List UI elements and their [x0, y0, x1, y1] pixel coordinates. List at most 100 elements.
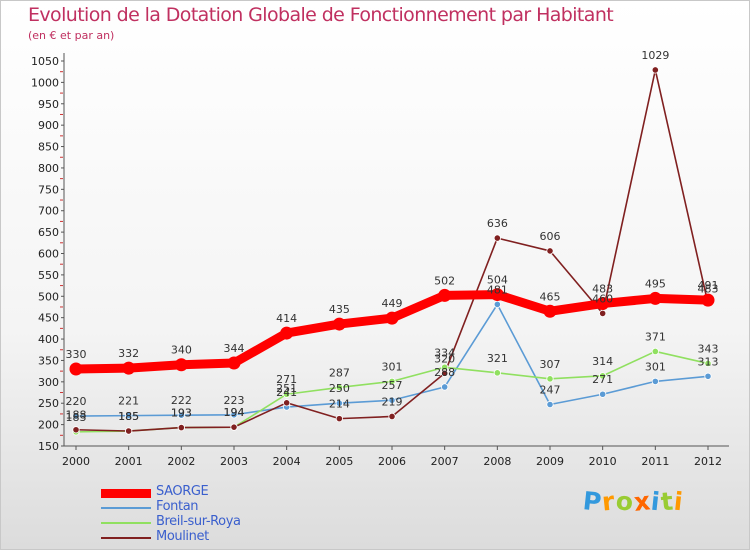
data-label-moulinet: 251	[276, 382, 297, 395]
x-tick-label: 2000	[62, 455, 90, 468]
data-label-moulinet: 1029	[641, 49, 669, 62]
data-label-fontan: 301	[645, 360, 666, 373]
data-point-fontan	[72, 412, 80, 420]
data-label-moulinet: 193	[171, 407, 192, 420]
data-point-fontan	[230, 411, 238, 419]
x-tick-label: 2010	[589, 455, 617, 468]
data-label-saorge: 330	[66, 348, 87, 361]
data-point-moulinet	[546, 247, 554, 255]
data-point-saorge	[332, 317, 346, 331]
data-point-saorge	[596, 297, 610, 311]
data-point-saorge	[701, 293, 715, 307]
y-tick-label: 750	[38, 183, 59, 196]
y-tick-label: 950	[38, 98, 59, 111]
data-label-breil-sur-roya: 343	[698, 342, 719, 355]
x-tick-label: 2012	[694, 455, 722, 468]
data-point-moulinet	[599, 309, 607, 317]
data-point-saorge	[490, 288, 504, 302]
y-tick-label: 450	[38, 312, 59, 325]
data-label-breil-sur-roya: 194	[224, 406, 245, 419]
data-label-moulinet: 214	[329, 398, 350, 411]
data-label-fontan: 222	[171, 394, 192, 407]
data-point-breil-sur-roya	[335, 383, 343, 391]
data-point-moulinet	[335, 415, 343, 423]
data-point-breil-sur-roya	[546, 375, 554, 383]
x-tick-label: 2001	[115, 455, 143, 468]
x-tick-label: 2006	[378, 455, 406, 468]
data-label-saorge: 332	[118, 347, 139, 360]
y-tick-label: 850	[38, 141, 59, 154]
legend-swatch	[101, 507, 151, 509]
proxiti-logo: Proxiti	[582, 486, 685, 517]
y-tick-label: 800	[38, 162, 59, 175]
data-label-saorge: 435	[329, 303, 350, 316]
data-point-moulinet	[493, 234, 501, 242]
data-label-fontan: 313	[698, 355, 719, 368]
data-label-moulinet: 320	[434, 352, 455, 365]
data-label-saorge: 449	[382, 297, 403, 310]
data-point-moulinet	[72, 426, 80, 434]
y-tick-label: 1000	[31, 76, 59, 89]
data-label-saorge: 504	[487, 274, 508, 287]
data-point-saorge	[69, 362, 83, 376]
y-tick-label: 1050	[31, 55, 59, 68]
data-label-fontan: 257	[382, 379, 403, 392]
chart-title: Evolution de la Dotation Globale de Fonc…	[28, 4, 614, 26]
data-label-breil-sur-roya: 193	[171, 407, 192, 420]
legend-label: Moulinet	[156, 529, 209, 544]
data-point-fontan	[493, 300, 501, 309]
data-label-fontan: 250	[329, 382, 350, 395]
y-tick-label: 350	[38, 354, 59, 367]
data-label-breil-sur-roya: 334	[434, 346, 455, 359]
data-label-breil-sur-roya: 183	[66, 411, 87, 424]
data-point-fontan	[335, 399, 343, 407]
data-label-moulinet: 185	[118, 410, 139, 423]
legend-swatch	[101, 488, 151, 498]
data-point-saorge	[174, 358, 188, 372]
data-point-saorge	[438, 288, 452, 302]
x-tick-label: 2003	[220, 455, 248, 468]
data-label-moulinet: 636	[487, 217, 508, 230]
data-label-breil-sur-roya: 185	[118, 410, 139, 423]
data-point-moulinet	[230, 423, 238, 431]
data-label-fontan: 241	[276, 386, 297, 399]
x-tick-label: 2008	[483, 455, 511, 468]
data-point-breil-sur-roya	[493, 369, 501, 377]
data-label-fontan: 271	[592, 373, 613, 386]
data-point-saorge	[122, 361, 136, 375]
data-label-moulinet: 219	[382, 395, 403, 408]
data-point-moulinet	[125, 427, 133, 435]
data-label-fontan: 223	[224, 394, 245, 407]
data-label-breil-sur-roya: 314	[592, 355, 613, 368]
x-tick-label: 2002	[167, 455, 195, 468]
x-tick-label: 2004	[273, 455, 301, 468]
y-tick-label: 600	[38, 248, 59, 261]
data-label-saorge: 491	[698, 279, 719, 292]
data-label-saorge: 465	[540, 290, 561, 303]
data-label-breil-sur-roya: 287	[329, 366, 350, 379]
y-tick-label: 550	[38, 269, 59, 282]
data-point-fontan	[177, 411, 185, 419]
y-tick-label: 650	[38, 226, 59, 239]
legend-swatch	[101, 522, 151, 524]
data-point-saorge	[385, 311, 399, 325]
data-point-breil-sur-roya	[283, 390, 291, 398]
data-point-moulinet	[177, 424, 185, 432]
data-label-moulinet: 483	[698, 283, 719, 296]
data-point-fontan	[441, 383, 449, 391]
data-label-fontan: 247	[540, 384, 561, 397]
series-lines	[71, 69, 713, 433]
data-label-saorge: 502	[434, 274, 455, 287]
y-tick-label: 700	[38, 205, 59, 218]
data-label-breil-sur-roya: 321	[487, 352, 508, 365]
logo-letter: i	[672, 486, 685, 517]
data-label-moulinet: 606	[540, 230, 561, 243]
data-point-saorge	[543, 304, 557, 318]
data-label-fontan: 288	[434, 366, 455, 379]
y-tick-label: 900	[38, 119, 59, 132]
data-label-breil-sur-roya: 307	[540, 358, 561, 371]
series-line-moulinet	[75, 69, 709, 432]
y-tick-label: 400	[38, 333, 59, 346]
